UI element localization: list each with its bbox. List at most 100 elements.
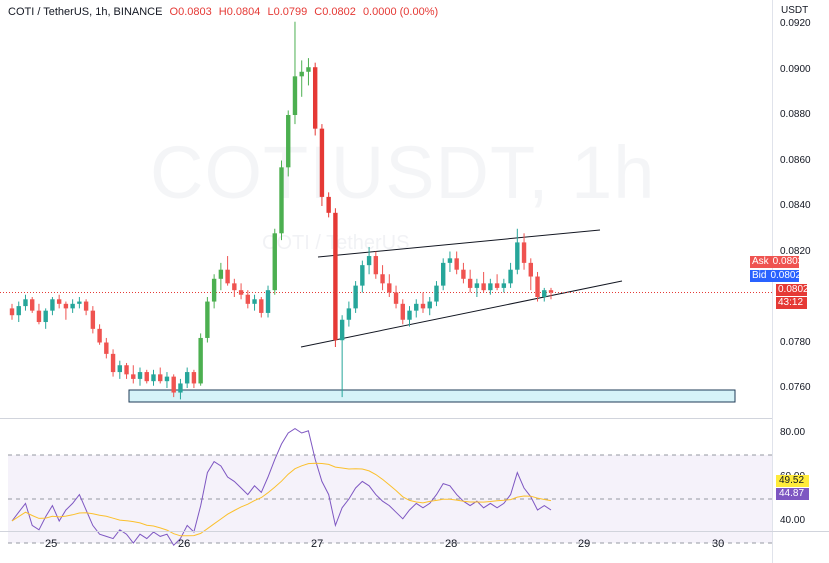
candle-body bbox=[461, 269, 466, 279]
price-tick-label: 0.0900 bbox=[780, 63, 811, 75]
candle-body bbox=[184, 372, 190, 384]
candle-body bbox=[542, 290, 547, 297]
bid-badge: Bid 0.0802 bbox=[750, 270, 802, 282]
candle-body bbox=[36, 310, 42, 323]
rsi-ma-line bbox=[11, 462, 552, 537]
candle-body bbox=[339, 319, 345, 341]
candle-body bbox=[198, 337, 203, 384]
symbol-watermark: COTIUSDT, 1h bbox=[150, 131, 656, 214]
rsi-value-badge: 44.87 bbox=[776, 488, 809, 500]
candle-body bbox=[43, 310, 48, 323]
close-value: C0.0802 bbox=[314, 6, 356, 18]
candle-body bbox=[90, 310, 96, 329]
candle-body bbox=[306, 67, 311, 72]
candle-body bbox=[312, 67, 318, 129]
candle-body bbox=[353, 285, 358, 309]
rsi-tick-label: 40.00 bbox=[780, 515, 806, 526]
candle-body bbox=[158, 374, 163, 382]
time-axis-border bbox=[0, 531, 829, 532]
candle-body bbox=[211, 278, 217, 302]
candle-body bbox=[218, 269, 224, 279]
candle-body bbox=[178, 383, 183, 393]
candle-body bbox=[441, 262, 446, 286]
date-label: 30 bbox=[712, 538, 725, 550]
candle-body bbox=[508, 269, 513, 284]
candle-body bbox=[326, 196, 331, 213]
candle-body bbox=[494, 283, 500, 288]
candle-body bbox=[137, 372, 143, 379]
candle-body bbox=[407, 310, 412, 320]
candle-body bbox=[259, 299, 264, 313]
candle-body bbox=[30, 299, 35, 311]
candle-body bbox=[393, 292, 399, 304]
candle-body bbox=[225, 269, 230, 284]
change-value: 0.0000 (0.00%) bbox=[362, 6, 439, 18]
legend-bar[interactable]: COTI / TetherUS, 1h, BINANCE O0.0803 H0.… bbox=[8, 6, 442, 20]
candle-body bbox=[151, 374, 156, 382]
candle-body bbox=[205, 301, 210, 338]
price-tick-label: 0.0880 bbox=[780, 109, 811, 120]
candle-body bbox=[117, 365, 122, 373]
triangle-upper-line bbox=[317, 229, 601, 258]
bid-label: Bid bbox=[752, 270, 767, 281]
candle-body bbox=[9, 308, 15, 316]
candle-body bbox=[521, 242, 527, 263]
open-value: O0.0803 bbox=[169, 6, 212, 18]
candle-body bbox=[245, 294, 251, 304]
candle-body bbox=[63, 303, 69, 309]
currency-label[interactable]: USDT bbox=[781, 5, 809, 16]
candle-body bbox=[400, 303, 405, 320]
date-label: 28 bbox=[445, 538, 458, 550]
date-label: 26 bbox=[178, 538, 191, 550]
last-price-badge: 0.0802 bbox=[776, 284, 809, 296]
bar-countdown: 43:12 bbox=[776, 297, 807, 309]
candle-body bbox=[467, 278, 473, 288]
candle-body bbox=[380, 274, 385, 284]
candle-body bbox=[366, 256, 372, 266]
candle-body bbox=[77, 301, 82, 304]
price-tick-label: 0.0780 bbox=[780, 336, 811, 348]
rsi-ma-badge: 49.52 bbox=[776, 475, 809, 487]
candle-body bbox=[286, 115, 291, 168]
symbol-title[interactable]: COTI / TetherUS, 1h, BINANCE bbox=[8, 6, 163, 18]
candle-body bbox=[292, 76, 298, 115]
support-zone bbox=[128, 389, 736, 403]
ask-value: 0.0803 bbox=[772, 256, 804, 267]
candle-body bbox=[110, 353, 116, 373]
candle-body bbox=[414, 303, 419, 311]
candle-body bbox=[104, 342, 109, 354]
candle-body bbox=[434, 285, 439, 302]
candle-body bbox=[56, 299, 62, 304]
candle-body bbox=[481, 283, 486, 291]
pane-separator[interactable] bbox=[0, 418, 772, 419]
candle-body bbox=[373, 256, 379, 275]
candle-body bbox=[387, 283, 392, 293]
candle-body bbox=[265, 290, 271, 313]
price-tick-label: 0.0760 bbox=[780, 382, 811, 393]
candle-body bbox=[164, 376, 170, 382]
candle-body bbox=[299, 71, 304, 77]
bid-value: 0.0802 bbox=[770, 270, 802, 281]
date-label: 29 bbox=[578, 538, 591, 550]
candle-body bbox=[501, 283, 507, 288]
candle-body bbox=[360, 265, 365, 286]
candle-body bbox=[83, 301, 89, 311]
candle-body bbox=[97, 328, 102, 343]
candle-body bbox=[16, 306, 21, 316]
candle-body bbox=[515, 242, 520, 270]
price-tick-label: 0.0820 bbox=[780, 245, 811, 257]
high-value: H0.0804 bbox=[218, 6, 261, 18]
candle-body bbox=[333, 212, 338, 341]
candle-body bbox=[420, 303, 426, 309]
candle-body bbox=[131, 374, 136, 379]
triangle-lower-line bbox=[300, 280, 623, 348]
candle-body bbox=[144, 372, 149, 382]
ask-badge: Ask 0.0803 bbox=[750, 256, 803, 268]
candle-body bbox=[454, 258, 459, 270]
candle-body bbox=[171, 376, 176, 393]
date-label: 25 bbox=[45, 538, 58, 550]
candle-body bbox=[474, 283, 480, 288]
candle-body bbox=[528, 262, 533, 277]
rsi-line bbox=[11, 428, 552, 546]
